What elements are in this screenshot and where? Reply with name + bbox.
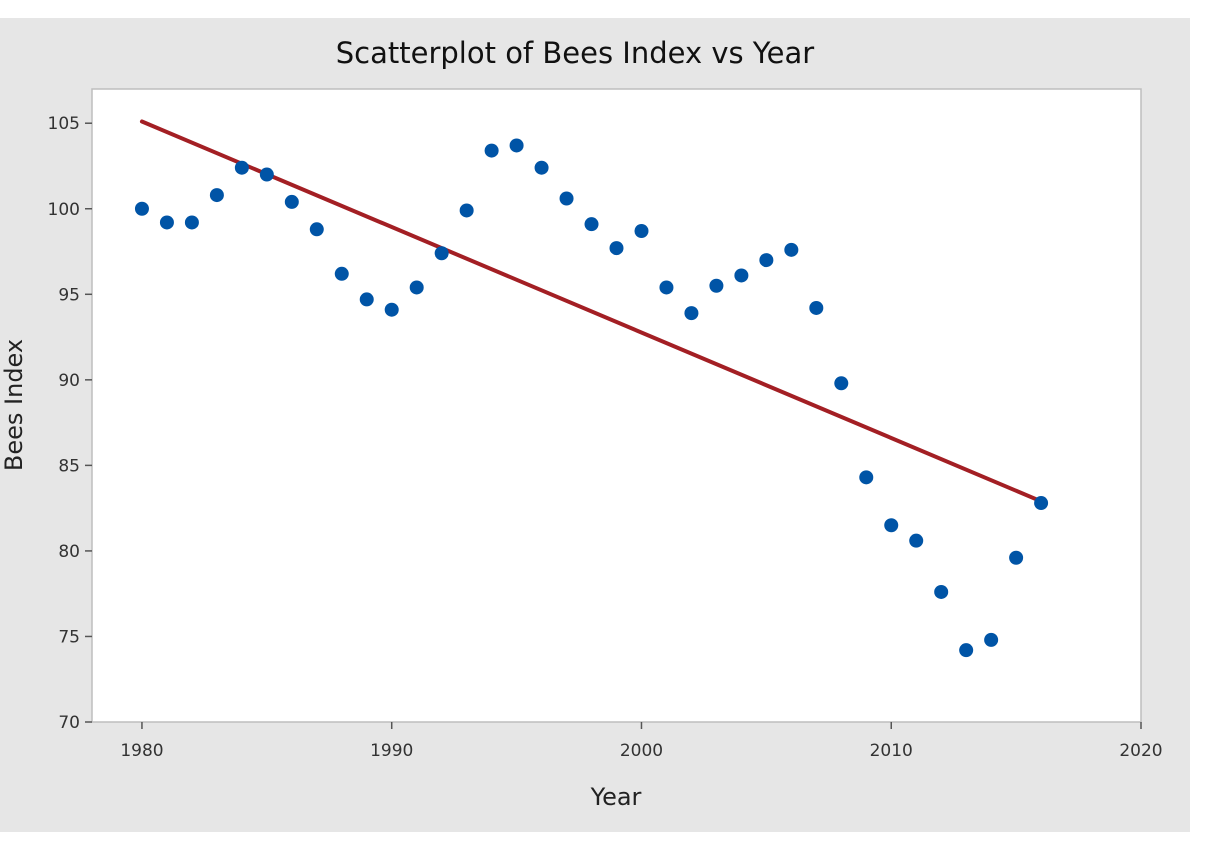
data-point [309,222,324,237]
data-point [984,632,999,647]
x-tick-label: 2000 [620,741,663,761]
y-tick-label: 100 [48,200,80,220]
data-point [509,138,524,153]
data-point [609,241,624,256]
data-point [809,300,824,315]
data-point [284,194,299,209]
data-point [734,268,749,283]
data-point [234,160,249,175]
regression-line [139,119,1044,504]
data-point [759,253,774,268]
y-axis-title: Bees Index [0,339,28,471]
x-axis-ticks: 1980 1990 2000 2010 2020 [120,722,1163,761]
data-point [784,242,799,257]
data-point [959,643,974,658]
data-point [384,302,399,317]
y-tick-label: 90 [58,371,80,391]
data-point [359,292,374,307]
data-point [484,143,499,158]
x-tick-label: 2010 [870,741,913,761]
data-point [209,188,224,203]
y-tick-label: 85 [58,456,80,476]
y-tick-label: 70 [58,713,80,733]
y-tick-label: 75 [58,627,80,647]
y-tick-label: 105 [48,114,80,134]
data-point [884,518,899,533]
data-point [634,223,649,238]
chart-title: Scatterplot of Bees Index vs Year [336,36,815,70]
data-point [659,280,674,295]
y-tick-label: 80 [58,542,80,562]
data-point [1034,496,1049,511]
data-points [134,138,1049,658]
x-tick-label: 2020 [1119,741,1162,761]
y-axis-ticks: 70 75 80 85 90 95 100 105 [48,114,92,733]
data-point [184,215,199,230]
data-point [534,160,549,175]
data-point [434,246,449,261]
data-point [709,278,724,293]
data-point [684,306,699,321]
data-point [859,470,874,485]
fit-line [139,119,1044,504]
plot-area [91,88,1142,723]
x-axis-title: Year [590,783,642,811]
x-tick-label: 1980 [120,741,163,761]
x-tick-label: 1990 [370,741,413,761]
data-point [909,533,924,548]
data-point [134,201,149,216]
data-point [584,217,599,232]
data-point [334,266,349,281]
data-point [1009,550,1024,565]
data-point [834,376,849,391]
data-point [559,191,574,206]
y-tick-label: 95 [58,285,80,305]
data-point [409,280,424,295]
data-point [259,167,274,182]
data-point [934,584,949,599]
data-point [159,215,174,230]
data-point [459,203,474,218]
